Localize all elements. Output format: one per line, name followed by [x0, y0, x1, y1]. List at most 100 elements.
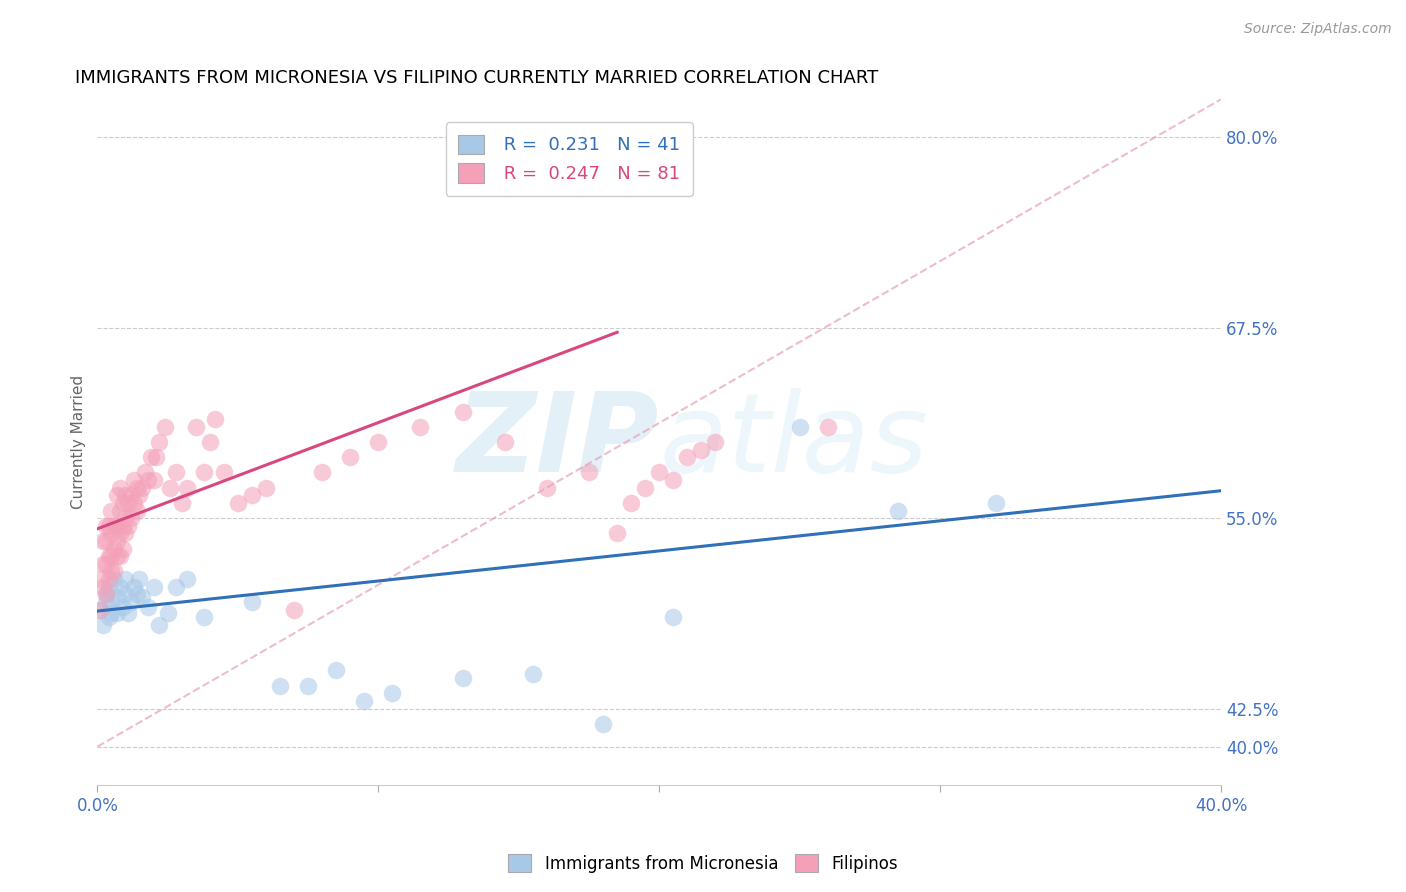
- Point: [111, 599, 134, 614]
- Point: [108, 580, 131, 594]
- Point: [122, 473, 145, 487]
- Point: [103, 572, 125, 586]
- Point: [986, 496, 1008, 510]
- Point: [451, 671, 474, 685]
- Point: [105, 488, 128, 502]
- Point: [193, 466, 215, 480]
- Point: [125, 587, 148, 601]
- Point: [94, 587, 117, 601]
- Point: [136, 473, 159, 487]
- Point: [165, 580, 187, 594]
- Point: [131, 481, 153, 495]
- Point: [409, 419, 432, 434]
- Point: [100, 595, 122, 609]
- Point: [125, 503, 148, 517]
- Point: [662, 473, 685, 487]
- Point: [353, 694, 375, 708]
- Text: atlas: atlas: [659, 389, 928, 495]
- Point: [91, 533, 114, 548]
- Point: [120, 511, 142, 525]
- Point: [212, 466, 235, 480]
- Point: [105, 606, 128, 620]
- Point: [97, 610, 120, 624]
- Point: [451, 404, 474, 418]
- Point: [662, 610, 685, 624]
- Point: [193, 610, 215, 624]
- Point: [148, 617, 170, 632]
- Point: [103, 518, 125, 533]
- Point: [184, 419, 207, 434]
- Point: [105, 533, 128, 548]
- Point: [240, 595, 263, 609]
- Point: [254, 481, 277, 495]
- Point: [676, 450, 699, 465]
- Point: [142, 580, 165, 594]
- Point: [578, 466, 600, 480]
- Point: [117, 496, 139, 510]
- Point: [381, 686, 404, 700]
- Point: [887, 503, 910, 517]
- Point: [131, 591, 153, 605]
- Point: [134, 466, 156, 480]
- Point: [108, 526, 131, 541]
- Point: [103, 541, 125, 556]
- Point: [283, 602, 305, 616]
- Point: [240, 488, 263, 502]
- Point: [128, 488, 150, 502]
- Point: [269, 679, 291, 693]
- Point: [91, 617, 114, 632]
- Point: [122, 580, 145, 594]
- Point: [620, 496, 643, 510]
- Point: [111, 541, 134, 556]
- Point: [789, 419, 811, 434]
- Point: [89, 602, 111, 616]
- Point: [153, 419, 176, 434]
- Point: [100, 606, 122, 620]
- Point: [125, 481, 148, 495]
- Point: [108, 481, 131, 495]
- Point: [114, 488, 136, 502]
- Legend: Immigrants from Micronesia, Filipinos: Immigrants from Micronesia, Filipinos: [502, 847, 904, 880]
- Point: [105, 549, 128, 564]
- Point: [103, 565, 125, 579]
- Point: [817, 419, 839, 434]
- Point: [142, 473, 165, 487]
- Point: [311, 466, 333, 480]
- Point: [117, 518, 139, 533]
- Point: [606, 526, 628, 541]
- Point: [648, 466, 671, 480]
- Point: [105, 518, 128, 533]
- Point: [100, 503, 122, 517]
- Point: [100, 526, 122, 541]
- Point: [325, 664, 347, 678]
- Legend:  R =  0.231   N = 41,  R =  0.247   N = 81: R = 0.231 N = 41, R = 0.247 N = 81: [446, 122, 693, 196]
- Point: [108, 503, 131, 517]
- Point: [94, 587, 117, 601]
- Point: [536, 481, 558, 495]
- Point: [690, 442, 713, 457]
- Point: [226, 496, 249, 510]
- Point: [91, 557, 114, 571]
- Point: [108, 549, 131, 564]
- Point: [339, 450, 361, 465]
- Point: [176, 481, 198, 495]
- Text: ZIP: ZIP: [456, 389, 659, 495]
- Text: IMMIGRANTS FROM MICRONESIA VS FILIPINO CURRENTLY MARRIED CORRELATION CHART: IMMIGRANTS FROM MICRONESIA VS FILIPINO C…: [75, 69, 879, 87]
- Point: [204, 412, 226, 426]
- Point: [89, 572, 111, 586]
- Point: [114, 587, 136, 601]
- Point: [91, 580, 114, 594]
- Point: [111, 496, 134, 510]
- Point: [89, 602, 111, 616]
- Y-axis label: Currently Married: Currently Married: [72, 375, 86, 509]
- Point: [592, 716, 614, 731]
- Point: [522, 666, 544, 681]
- Point: [105, 591, 128, 605]
- Point: [117, 606, 139, 620]
- Point: [97, 580, 120, 594]
- Point: [136, 599, 159, 614]
- Point: [97, 518, 120, 533]
- Point: [176, 572, 198, 586]
- Point: [165, 466, 187, 480]
- Point: [100, 549, 122, 564]
